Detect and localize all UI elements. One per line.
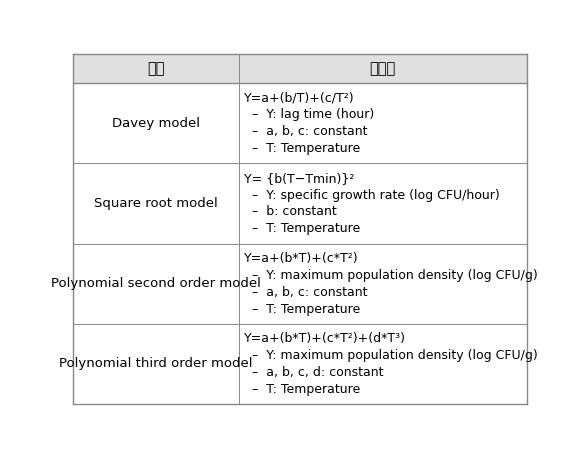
Text: –  Y: maximum population density (log CFU/g): – Y: maximum population density (log CFU… [244,269,538,282]
Text: –  a, b, c: constant: – a, b, c: constant [244,286,367,299]
Bar [73,54,526,83]
Text: –  T: Temperature: – T: Temperature [244,302,360,316]
Text: 분류: 분류 [147,61,164,76]
Text: –  T: Temperature: – T: Temperature [244,383,360,396]
Text: –  T: Temperature: – T: Temperature [244,142,360,155]
Text: –  b: constant: – b: constant [244,206,337,218]
Text: Davey model: Davey model [112,117,200,130]
Text: Y= {b(T−Tmin)}²: Y= {b(T−Tmin)}² [244,172,355,185]
Text: –  T: Temperature: – T: Temperature [244,222,360,235]
Text: Y=a+(b*T)+(c*T²): Y=a+(b*T)+(c*T²) [244,252,359,265]
Text: Polynomial third order model: Polynomial third order model [59,357,253,370]
Text: Y=a+(b/T)+(c/T²): Y=a+(b/T)+(c/T²) [244,91,355,104]
Text: –  Y: maximum population density (log CFU/g): – Y: maximum population density (log CFU… [244,349,538,362]
Text: –  Y: specific growth rate (log CFU/hour): – Y: specific growth rate (log CFU/hour) [244,188,500,202]
Text: –  a, b, c, d: constant: – a, b, c, d: constant [244,366,384,379]
Text: –  a, b, c: constant: – a, b, c: constant [244,125,367,138]
Text: Square root model: Square root model [94,197,218,210]
Text: Polynomial second order model: Polynomial second order model [51,277,261,290]
Text: Y=a+(b*T)+(c*T²)+(d*T³): Y=a+(b*T)+(c*T²)+(d*T³) [244,332,406,345]
Text: 계산식: 계산식 [370,61,395,76]
Text: –  Y: lag time (hour): – Y: lag time (hour) [244,109,374,121]
